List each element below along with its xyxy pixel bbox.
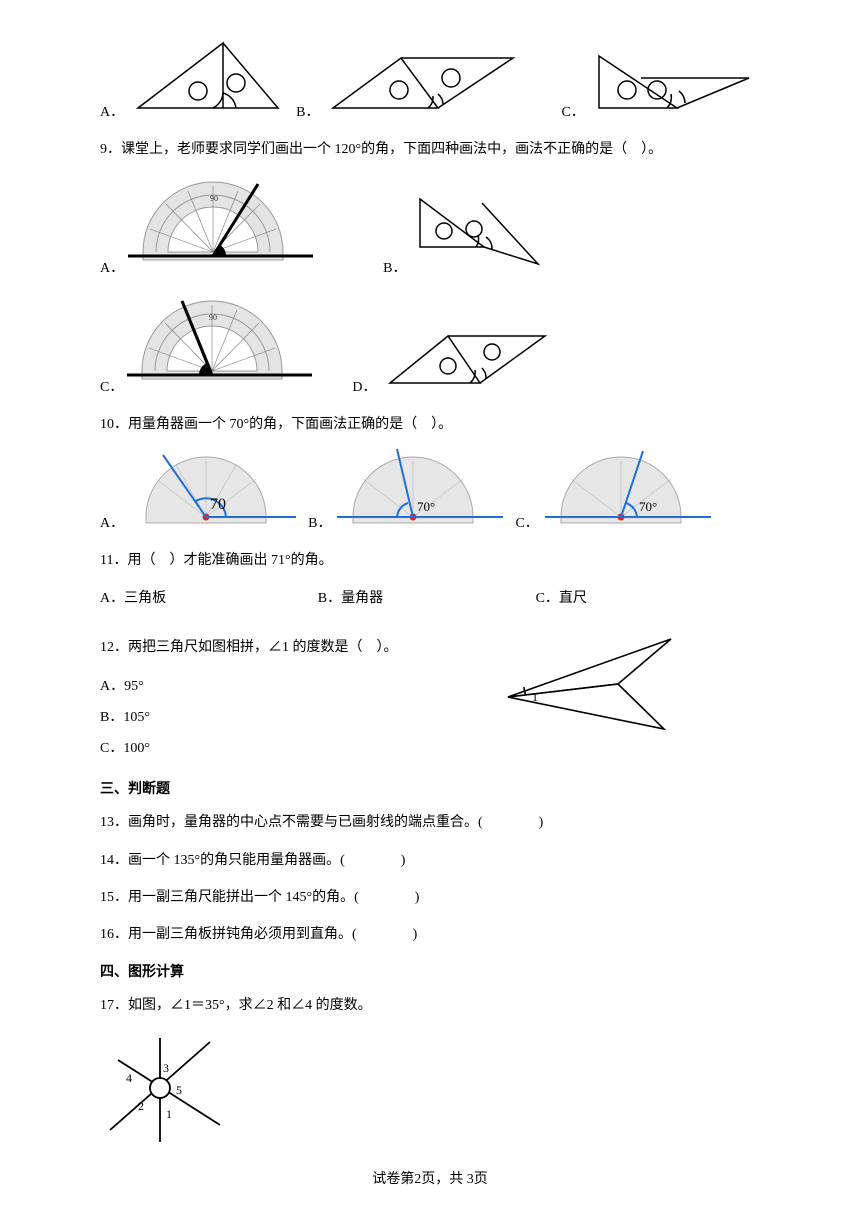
q9-optC-label: C．	[100, 376, 123, 398]
q9-figD	[380, 318, 555, 398]
q17-fig: 3 4 5 2 1	[100, 1030, 230, 1150]
q11-optA: A．三角板	[100, 586, 318, 611]
page-footer: 试卷第2页，共 3页	[0, 1168, 860, 1188]
q10-figB: 70°	[335, 449, 505, 534]
q9-optB-label: B．	[383, 257, 406, 279]
q10-figC: 70°	[543, 449, 713, 534]
q9-figB	[410, 189, 550, 279]
q8-optB-label: B．	[296, 101, 319, 123]
q17-lbl1: 1	[166, 1107, 172, 1121]
q9-figA: 90	[128, 174, 313, 279]
q11-optC: C．直尺	[536, 586, 754, 611]
q11-text: 11．用（ ）才能准确画出 71°的角。	[100, 548, 760, 573]
section4-title: 四、图形计算	[100, 961, 760, 981]
q12-optA: A．95°	[100, 672, 496, 703]
q8-figB	[323, 48, 523, 123]
q10-optA-label: A．	[100, 512, 124, 534]
q10-text: 10．用量角器画一个 70°的角，下面画法正确的是（ ）。	[100, 412, 760, 437]
q8-figA	[128, 38, 288, 123]
q9-optD-label: D．	[352, 376, 376, 398]
svg-text:1: 1	[532, 690, 538, 704]
q9-text: 9．课堂上，老师要求同学们画出一个 120°的角，下面四种画法中，画法不正确的是…	[100, 137, 760, 162]
q10-optC-label: C．	[515, 512, 538, 534]
q12-optB: B．105°	[100, 703, 496, 734]
q10A-angle-label: 70	[210, 496, 226, 513]
q9-figC: 90	[127, 293, 312, 398]
q11-optB: B．量角器	[318, 586, 536, 611]
q12-text: 12．两把三角尺如图相拼，∠1 的度数是（ ）。	[100, 635, 496, 660]
section3-title: 三、判断题	[100, 778, 760, 798]
q17-lbl5: 5	[176, 1083, 182, 1097]
q10C-angle-label: 70°	[639, 499, 657, 514]
q10-optB-label: B．	[308, 512, 331, 534]
q10B-angle-label: 70°	[417, 499, 435, 514]
prot-90-label: 90	[210, 194, 218, 203]
q17-lbl2: 2	[138, 1099, 144, 1113]
q8-optA-label: A．	[100, 101, 124, 123]
q12-fig: 1	[496, 623, 696, 744]
q15: 15．用一副三角尺能拼出一个 145°的角。( )	[100, 885, 760, 910]
q17-lbl3: 3	[163, 1061, 169, 1075]
q13: 13．画角时，量角器的中心点不需要与已画射线的端点重合。( )	[100, 810, 760, 835]
q12-optC: C．100°	[100, 734, 496, 765]
q17-lbl4: 4	[126, 1071, 132, 1085]
q16: 16．用一副三角板拼钝角必须用到直角。( )	[100, 922, 760, 947]
q17-text: 17．如图，∠1＝35°，求∠2 和∠4 的度数。	[100, 993, 760, 1018]
q8-optC-label: C．	[561, 101, 584, 123]
q8-figC	[589, 48, 759, 123]
q9-optA-label: A．	[100, 257, 124, 279]
q14: 14．画一个 135°的角只能用量角器画。( )	[100, 848, 760, 873]
svg-text:90: 90	[209, 313, 217, 322]
q10-figA: 70	[128, 449, 298, 534]
